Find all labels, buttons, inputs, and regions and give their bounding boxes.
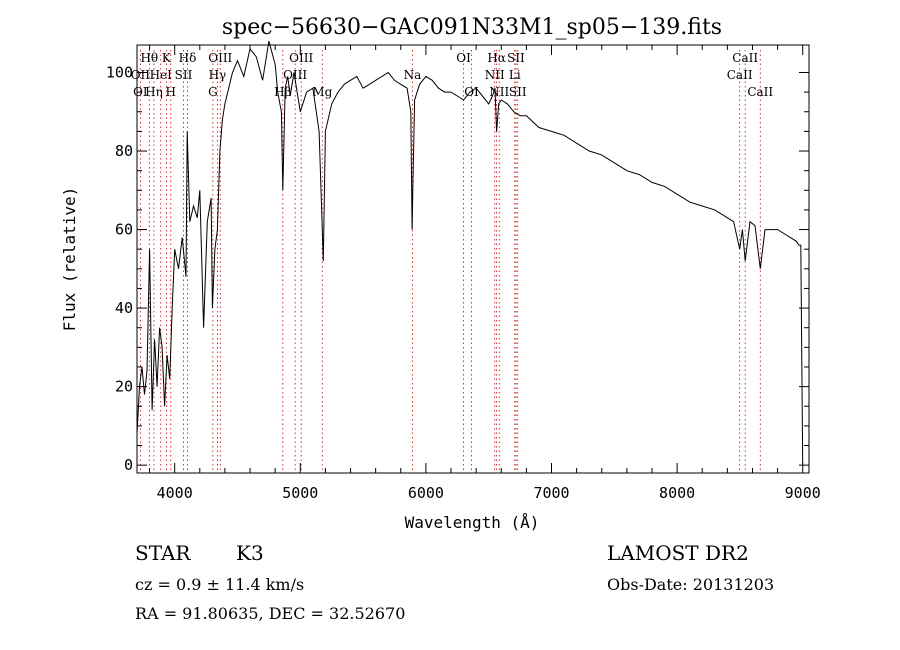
line-label-26: SII xyxy=(509,85,527,99)
line-label-19: Hη xyxy=(145,85,163,99)
line-label-1: K xyxy=(162,51,172,65)
y-tick-label-0: 0 xyxy=(124,456,133,474)
survey-name-label: LAMOST DR2 xyxy=(607,541,749,565)
line-label-15: NII xyxy=(485,68,505,82)
line-label-7: SII xyxy=(507,51,525,65)
object-class: STAR xyxy=(135,541,190,565)
line-label-8: CaII xyxy=(732,51,758,65)
line-label-17: CaII xyxy=(727,68,753,82)
line-label-14: Na xyxy=(404,68,422,82)
line-label-21: G xyxy=(208,85,218,99)
line-label-27: CaII xyxy=(747,85,773,99)
x-axis: 4000 5000 6000 7000 8000 9000 xyxy=(149,45,821,502)
coordinates: RA = 91.80635, DEC = 32.52670 xyxy=(135,604,405,623)
x-tick-label-1: 5000 xyxy=(282,484,318,502)
line-label-6: Hα xyxy=(487,51,506,65)
line-label-9: OII xyxy=(131,68,151,82)
redshift-cz-value: cz = 0.9 ± 11.4 km/s xyxy=(135,575,305,594)
line-label-4: OIII xyxy=(289,51,313,65)
object-subclass: K3 xyxy=(236,541,264,565)
coordinates-value: RA = 91.80635, DEC = 32.52670 xyxy=(135,604,406,623)
y-tick-label-4: 80 xyxy=(115,142,133,160)
spectrum-line xyxy=(136,40,804,466)
plot-frame xyxy=(136,44,810,474)
line-label-5: OI xyxy=(456,51,471,65)
observation-date: Obs-Date: 20131203 xyxy=(607,575,774,594)
line-label-25: NII xyxy=(489,85,509,99)
line-label-13: OIII xyxy=(283,68,307,82)
line-label-2: Hδ xyxy=(179,51,197,65)
observation-date-value: Obs-Date: 20131203 xyxy=(607,575,775,594)
x-tick-label-5: 9000 xyxy=(785,484,821,502)
y-tick-label-1: 20 xyxy=(115,378,133,396)
line-label-3: OIII xyxy=(208,51,232,65)
object-subclass-label: K3 xyxy=(236,541,264,565)
line-label-12: Hγ xyxy=(209,68,227,82)
line-label-0: Hθ xyxy=(140,51,158,65)
x-tick-label-4: 8000 xyxy=(659,484,695,502)
chart-title: spec−56630−GAC091N33M1_sp05−139.fits xyxy=(222,15,722,40)
line-label-11: SII xyxy=(175,68,193,82)
line-label-23: Mg xyxy=(312,85,332,99)
object-class-label: STAR xyxy=(135,541,191,565)
x-tick-label-3: 7000 xyxy=(533,484,569,502)
y-axis: 0 20 40 60 80 100 xyxy=(106,63,809,474)
x-tick-label-0: 4000 xyxy=(157,484,193,502)
line-label-20: H xyxy=(166,85,176,99)
y-axis-label: Flux (relative) xyxy=(60,187,79,332)
line-label-16: Li xyxy=(509,68,521,82)
y-tick-label-3: 60 xyxy=(115,221,133,239)
x-tick-label-2: 6000 xyxy=(408,484,444,502)
redshift-cz: cz = 0.9 ± 11.4 km/s xyxy=(135,575,304,594)
x-axis-label: Wavelength (Å) xyxy=(405,513,540,532)
y-tick-label-2: 40 xyxy=(115,299,133,317)
y-tick-label-5: 100 xyxy=(106,63,133,81)
survey-name: LAMOST DR2 xyxy=(607,541,749,565)
line-label-10: HeI xyxy=(150,68,173,82)
emission-line-markers xyxy=(139,50,761,473)
